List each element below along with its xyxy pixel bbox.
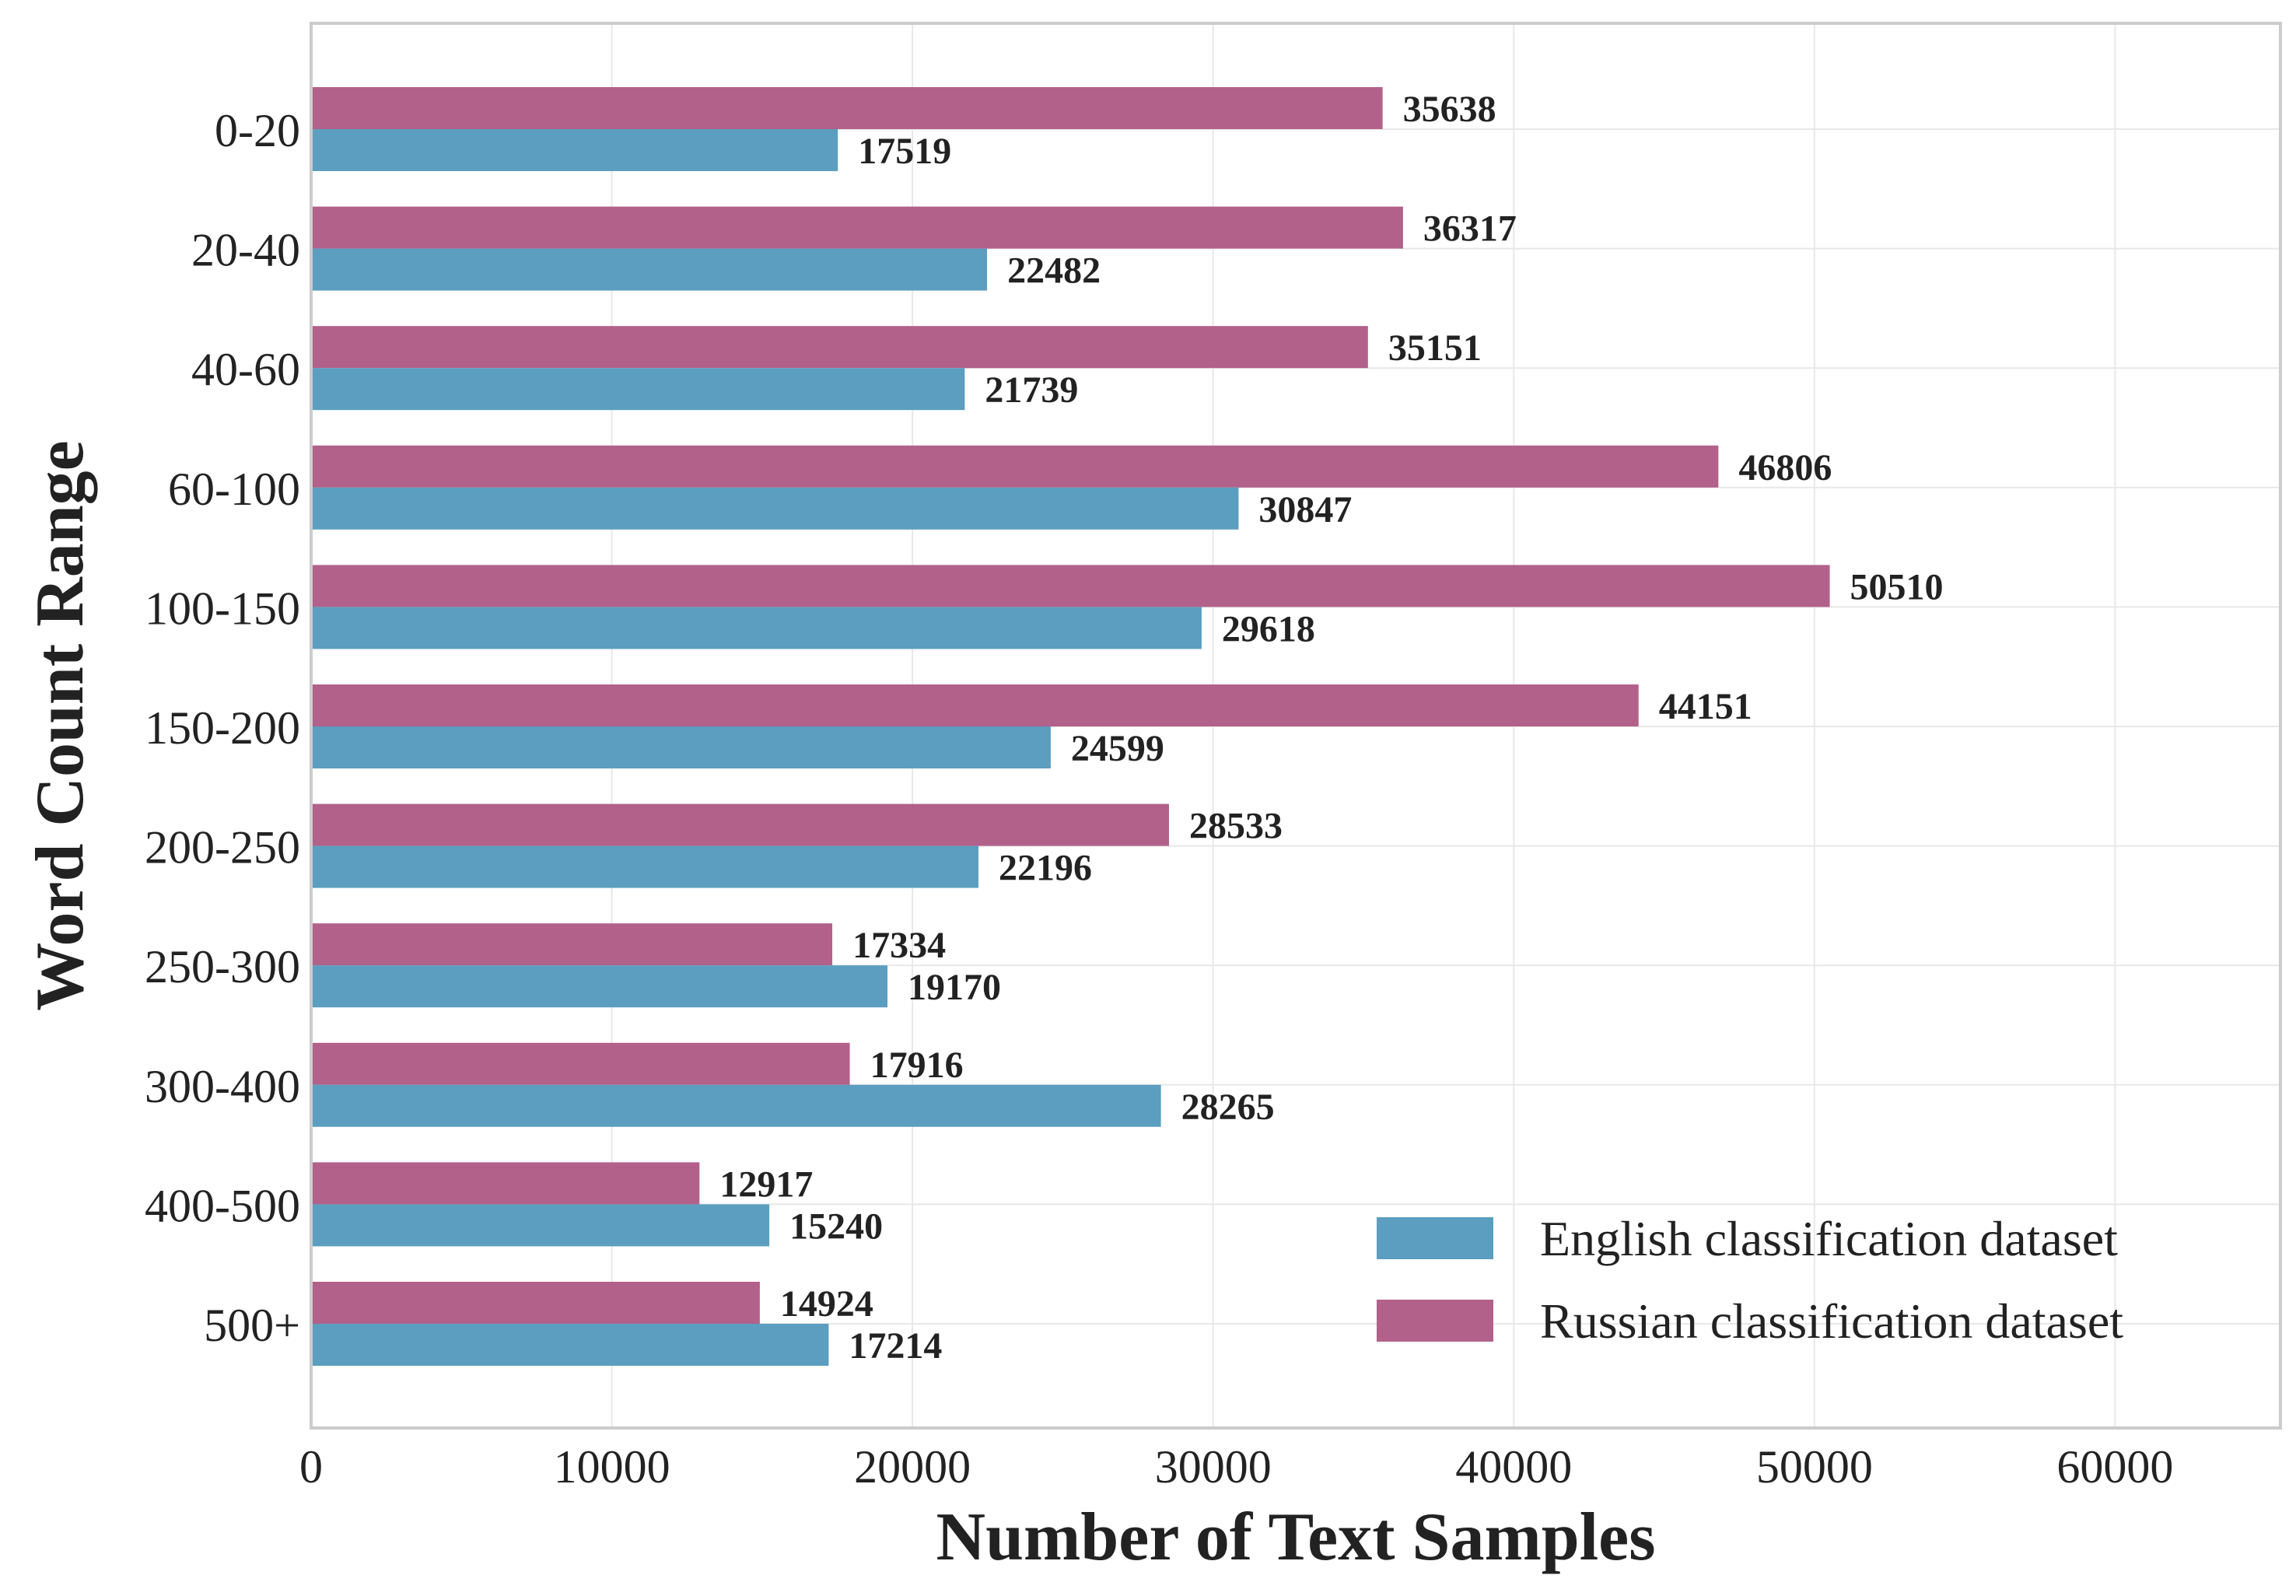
bar-english-0-20 [311, 129, 838, 171]
y-tick-label-250-300: 250-300 [145, 941, 300, 992]
bar-russian-400-500 [311, 1162, 700, 1205]
bar-russian-150-200 [311, 684, 1639, 726]
bar-english-200-250 [311, 845, 979, 888]
data-label-english-250-300: 19170 [908, 967, 1001, 1008]
data-label-russian-200-250: 28533 [1189, 806, 1283, 847]
data-label-russian-300-400: 17916 [870, 1045, 964, 1086]
data-label-english-150-200: 24599 [1071, 728, 1164, 769]
y-tick-label-100-150: 100-150 [145, 583, 300, 634]
x-axis-ticks: 0 10000 20000 30000 40000 50000 60000 [299, 1441, 2173, 1493]
y-tick-label-60-100: 60-100 [168, 464, 300, 515]
data-label-english-60-100: 30847 [1258, 489, 1352, 530]
data-label-russian-500+: 14924 [780, 1283, 873, 1325]
data-label-russian-20-40: 36317 [1423, 208, 1517, 250]
x-axis-title: Number of Text Samples [936, 1500, 1656, 1575]
bar-russian-250-300 [311, 923, 833, 966]
data-label-english-400-500: 15240 [789, 1206, 883, 1247]
data-labels: 35638 17519 36317 22482 35151 21739 46806 30847… [719, 89, 1943, 1367]
y-tick-label-400-500: 400-500 [145, 1180, 300, 1231]
data-label-english-40-60: 21739 [985, 369, 1078, 411]
legend-label-1: Russian classification dataset [1540, 1293, 2123, 1349]
data-label-russian-100-150: 50510 [1850, 566, 1944, 607]
bars [311, 87, 1830, 1366]
y-tick-label-300-400: 300-400 [145, 1061, 300, 1112]
y-axis-ticks: 0-20 20-40 40-60 60-100 100-150 150-200 200-25… [145, 105, 300, 1351]
x-tick-label-1: 10000 [554, 1441, 670, 1493]
x-tick-label-3: 30000 [1155, 1441, 1272, 1493]
data-label-russian-60-100: 46806 [1738, 447, 1832, 488]
data-label-english-200-250: 22196 [999, 848, 1092, 889]
data-label-russian-400-500: 12917 [719, 1164, 813, 1205]
bar-english-20-40 [311, 248, 988, 291]
y-tick-label-200-250: 200-250 [145, 822, 300, 873]
legend-swatch-0 [1377, 1217, 1493, 1259]
plot-frame [310, 22, 2282, 1430]
bar-russian-0-20 [311, 87, 1383, 129]
data-label-russian-0-20: 35638 [1403, 89, 1496, 130]
data-label-russian-150-200: 44151 [1659, 686, 1752, 727]
legend-label-0: English classification dataset [1540, 1211, 2118, 1266]
legend: English classification dataset Russian cl… [1377, 1211, 2123, 1349]
bar-russian-100-150 [311, 565, 1830, 607]
y-tick-label-150-200: 150-200 [145, 702, 300, 754]
x-tick-label-6: 60000 [2056, 1441, 2173, 1493]
bar-russian-20-40 [311, 206, 1403, 249]
bar-russian-60-100 [311, 445, 1719, 488]
bar-english-400-500 [311, 1204, 770, 1247]
bar-russian-300-400 [311, 1042, 850, 1085]
y-tick-label-20-40: 20-40 [191, 225, 300, 276]
legend-swatch-1 [1377, 1300, 1493, 1342]
bar-russian-40-60 [311, 326, 1368, 369]
bar-english-100-150 [311, 607, 1202, 649]
x-tick-label-0: 0 [299, 1441, 323, 1493]
bar-russian-500+ [311, 1282, 760, 1324]
data-label-english-20-40: 22482 [1007, 250, 1101, 292]
y-tick-label-0-20: 0-20 [215, 105, 300, 156]
y-tick-label-500+: 500+ [204, 1300, 300, 1351]
bar-english-150-200 [311, 726, 1051, 768]
bar-russian-200-250 [311, 803, 1169, 846]
bar-english-300-400 [311, 1084, 1161, 1127]
data-label-english-300-400: 28265 [1181, 1087, 1275, 1128]
x-tick-label-5: 50000 [1756, 1441, 1873, 1493]
y-tick-label-40-60: 40-60 [191, 344, 300, 395]
data-label-russian-250-300: 17334 [852, 925, 946, 966]
y-axis-title: Word Count Range [23, 440, 98, 1010]
bar-english-60-100 [311, 487, 1239, 530]
bar-english-40-60 [311, 368, 965, 411]
data-label-english-500+: 17214 [849, 1325, 942, 1367]
data-label-english-100-150: 29618 [1222, 608, 1315, 649]
x-tick-label-2: 20000 [854, 1441, 971, 1493]
bar-english-500+ [311, 1324, 829, 1366]
bar-english-250-300 [311, 965, 888, 1008]
data-label-english-0-20: 17519 [858, 131, 951, 172]
x-tick-label-4: 40000 [1455, 1441, 1572, 1493]
data-label-russian-40-60: 35151 [1388, 327, 1482, 369]
